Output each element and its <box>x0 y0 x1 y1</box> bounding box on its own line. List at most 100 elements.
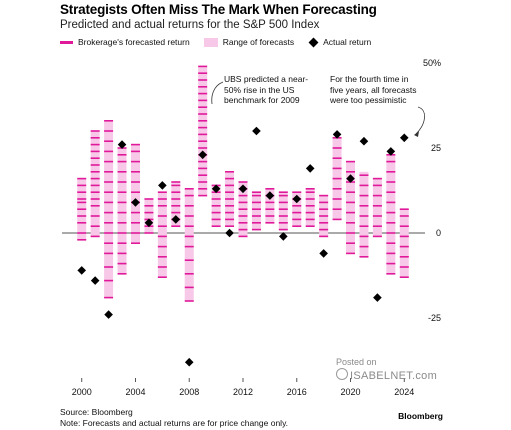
forecast-mark <box>90 191 100 193</box>
forecast-mark <box>117 171 127 173</box>
forecast-mark <box>77 184 87 187</box>
forecast-mark <box>90 225 100 227</box>
forecast-mark <box>171 211 181 214</box>
forecast-mark <box>238 235 248 238</box>
forecast-mark <box>117 222 127 224</box>
forecast-mark <box>198 133 208 136</box>
forecast-mark <box>372 184 382 187</box>
forecast-mark <box>157 256 167 258</box>
forecast-mark <box>104 181 114 183</box>
forecast-mark <box>386 160 396 163</box>
forecast-mark <box>359 235 369 238</box>
forecast-mark <box>144 232 154 234</box>
forecast-mark <box>104 140 114 142</box>
forecast-range-bar <box>359 171 369 257</box>
forecast-mark <box>157 235 167 238</box>
forecast-mark <box>251 222 261 224</box>
forecast-mark <box>184 235 194 238</box>
forecast-mark <box>104 201 114 204</box>
forecast-mark <box>117 273 127 275</box>
x-tick-label: 2004 <box>125 387 145 397</box>
forecast-mark <box>117 211 127 214</box>
forecast-mark <box>90 235 100 238</box>
legend-range-label: Range of forecasts <box>222 37 295 47</box>
actual-return-point <box>184 357 194 367</box>
forecast-mark <box>77 177 87 180</box>
forecast-mark <box>265 215 275 217</box>
forecast-mark <box>130 171 140 173</box>
forecast-mark <box>77 201 87 204</box>
forecast-mark <box>225 171 235 173</box>
forecast-mark <box>346 201 356 204</box>
forecast-mark <box>90 164 100 166</box>
forecast-mark <box>157 198 167 200</box>
forecast-mark <box>346 232 356 234</box>
x-tick-label: 2016 <box>287 387 307 397</box>
forecast-mark <box>130 211 140 214</box>
forecast-mark <box>157 245 167 248</box>
forecast-mark <box>278 215 288 217</box>
forecast-mark <box>386 191 396 193</box>
forecast-mark <box>77 215 87 217</box>
legend-item-forecast: Brokerage's forecasted return <box>60 37 190 47</box>
forecast-mark <box>184 194 194 197</box>
forecast-mark <box>319 201 329 204</box>
forecast-mark <box>90 171 100 173</box>
legend-forecast-label: Brokerage's forecasted return <box>78 37 190 47</box>
brand-logo: Bloomberg <box>398 411 443 421</box>
annotation-ubs-arrow <box>211 81 224 105</box>
forecast-mark <box>251 191 261 193</box>
forecast-mark <box>292 211 302 214</box>
forecast-range-bar <box>265 188 275 223</box>
actual-return-point <box>332 130 342 139</box>
forecast-mark <box>399 266 409 268</box>
forecast-mark <box>198 147 208 149</box>
forecast-mark <box>117 181 127 183</box>
forecast-mark <box>184 259 194 261</box>
actual-return-point <box>265 191 275 200</box>
forecast-mark <box>198 160 208 163</box>
forecast-mark <box>198 65 208 68</box>
watermark: Posted on ISABELNET.com <box>336 356 437 382</box>
forecast-mark <box>104 232 114 234</box>
forecast-mark <box>346 211 356 214</box>
forecast-mark <box>278 201 288 204</box>
forecast-mark <box>346 222 356 224</box>
forecast-mark <box>292 218 302 221</box>
forecast-mark <box>117 191 127 193</box>
forecast-range-bar <box>171 182 181 227</box>
forecast-mark <box>184 215 194 217</box>
forecast-mark <box>319 208 329 210</box>
forecast-mark <box>238 201 248 204</box>
forecast-mark <box>130 242 140 244</box>
forecast-mark <box>359 184 369 187</box>
forecast-mark <box>251 228 261 231</box>
annotation-ubs: UBS predicted a near-50% rise in the US … <box>224 74 320 106</box>
forecast-mark <box>332 157 342 159</box>
forecast-mark <box>157 191 167 193</box>
x-tick-label: 2000 <box>72 387 92 397</box>
forecast-mark <box>211 218 221 221</box>
forecast-mark <box>386 242 396 244</box>
forecast-mark <box>184 273 194 275</box>
forecast-mark <box>251 215 261 217</box>
forecast-range-bar <box>305 188 315 227</box>
forecast-mark <box>386 273 396 275</box>
forecast-mark <box>171 225 181 227</box>
watermark-line2: ISABELNET.com <box>350 370 438 382</box>
forecast-mark <box>198 194 208 197</box>
forecast-mark <box>77 232 87 234</box>
forecast-mark <box>332 167 342 170</box>
forecast-mark <box>184 286 194 289</box>
chart-subtitle: Predicted and actual returns for the S&P… <box>60 19 320 31</box>
actual-return-point <box>225 228 234 238</box>
forecast-mark <box>386 181 396 183</box>
forecast-mark <box>399 225 409 227</box>
annotation-pessimistic-text: For the fourth time in five years, all f… <box>330 74 417 105</box>
annotation-pessimistic-arrow <box>415 106 425 135</box>
forecast-mark <box>171 191 181 193</box>
forecast-mark <box>359 225 369 227</box>
actual-return-point <box>77 266 87 275</box>
forecast-mark <box>359 174 369 176</box>
forecast-mark <box>211 225 221 227</box>
